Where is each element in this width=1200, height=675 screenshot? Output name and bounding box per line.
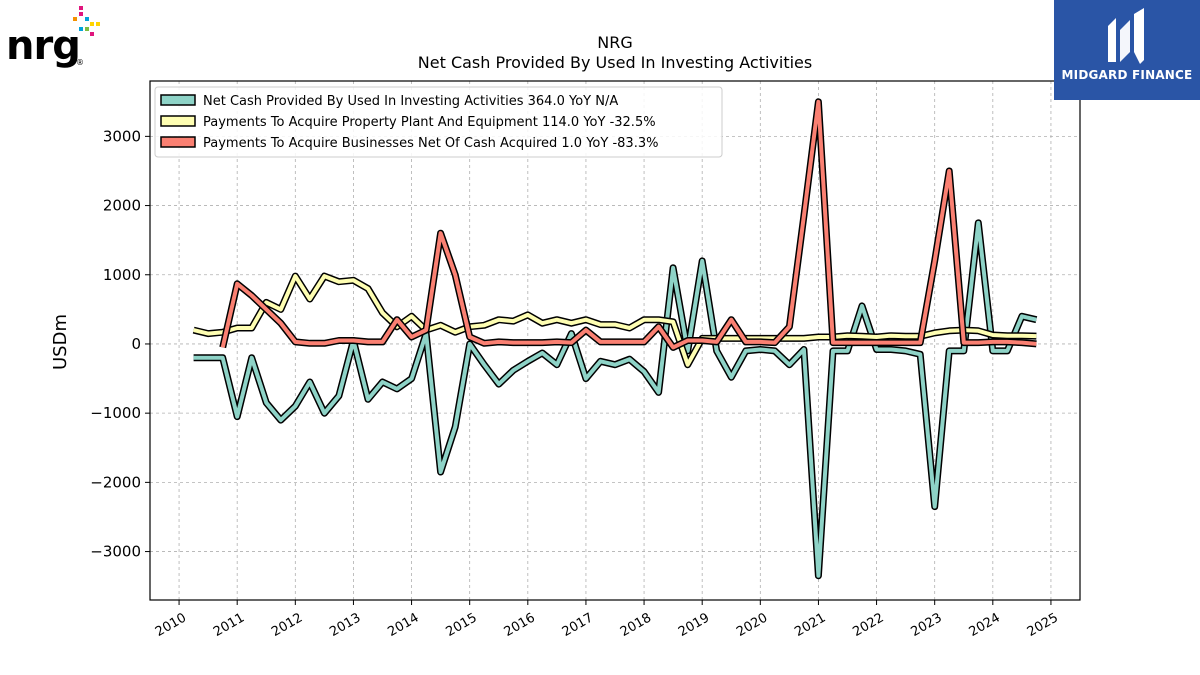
x-tick-label: 2017 <box>560 610 596 640</box>
x-tick-label: 2018 <box>618 610 654 640</box>
midgard-finance-logo: MIDGARD FINANCE <box>1054 0 1200 100</box>
plot-frame <box>149 80 1081 601</box>
y-axis-label: USDm <box>50 314 71 370</box>
legend-item: Payments To Acquire Businesses Net Of Ca… <box>160 136 658 151</box>
x-tick-label: 2024 <box>967 610 1003 640</box>
legend-label: Net Cash Provided By Used In Investing A… <box>203 94 618 109</box>
legend-item: Net Cash Provided By Used In Investing A… <box>160 94 618 109</box>
x-tick-label: 2011 <box>211 610 247 640</box>
series-2 <box>192 272 1037 369</box>
y-tick-label: −1000 <box>90 404 141 422</box>
nrg-logo-text: nrg <box>6 23 81 69</box>
legend: Net Cash Provided By Used In Investing A… <box>154 86 723 158</box>
x-tick-label: 2016 <box>502 610 538 640</box>
x-tick-label: 2014 <box>385 610 421 640</box>
legend-swatch <box>160 136 196 148</box>
legend-label: Payments To Acquire Property Plant And E… <box>203 115 656 130</box>
y-tick-label: −2000 <box>90 473 141 491</box>
x-tick-label: 2010 <box>153 610 189 640</box>
chart-subtitle: Net Cash Provided By Used In Investing A… <box>418 53 812 72</box>
x-tick-label: 2023 <box>909 610 945 640</box>
series-1 <box>193 219 1038 580</box>
nrg-logo-reg: ® <box>76 58 84 67</box>
midgard-finance-text: MIDGARD FINANCE <box>1061 68 1193 82</box>
y-tick-label: −3000 <box>90 543 141 561</box>
legend-label: Payments To Acquire Businesses Net Of Ca… <box>203 136 658 151</box>
midgard-m-icon <box>1108 8 1144 64</box>
series-3 <box>219 98 1037 351</box>
y-axis: −3000 −2000 −1000 0 1000 2000 3000 <box>90 127 150 561</box>
series-line <box>193 220 1037 578</box>
x-tick-label: 2025 <box>1025 610 1061 640</box>
y-tick-label: 1000 <box>103 266 141 284</box>
series-line <box>193 274 1037 367</box>
legend-swatch <box>160 94 196 106</box>
nrg-logo: nrg ® <box>4 4 104 72</box>
y-tick-label: 0 <box>131 335 141 353</box>
chart-title: NRG <box>597 33 632 52</box>
legend-swatch <box>160 115 196 127</box>
nrg-spark-icon <box>73 6 100 36</box>
series-line <box>220 99 1037 350</box>
series-layer <box>192 98 1038 580</box>
x-tick-label: 2012 <box>269 610 305 640</box>
y-tick-label: 2000 <box>103 197 141 215</box>
x-tick-label: 2020 <box>734 610 770 640</box>
x-tick-label: 2019 <box>676 610 712 640</box>
x-tick-label: 2022 <box>850 610 886 640</box>
x-axis: 2010 2011 2012 2013 2014 2015 2016 2017 2018 2019… <box>153 600 1061 640</box>
x-tick-label: 2021 <box>792 610 828 640</box>
legend-box <box>154 86 723 158</box>
y-tick-label: 3000 <box>103 127 141 145</box>
legend-item: Payments To Acquire Property Plant And E… <box>160 115 656 130</box>
x-tick-label: 2013 <box>327 610 363 640</box>
x-tick-label: 2015 <box>444 610 480 640</box>
